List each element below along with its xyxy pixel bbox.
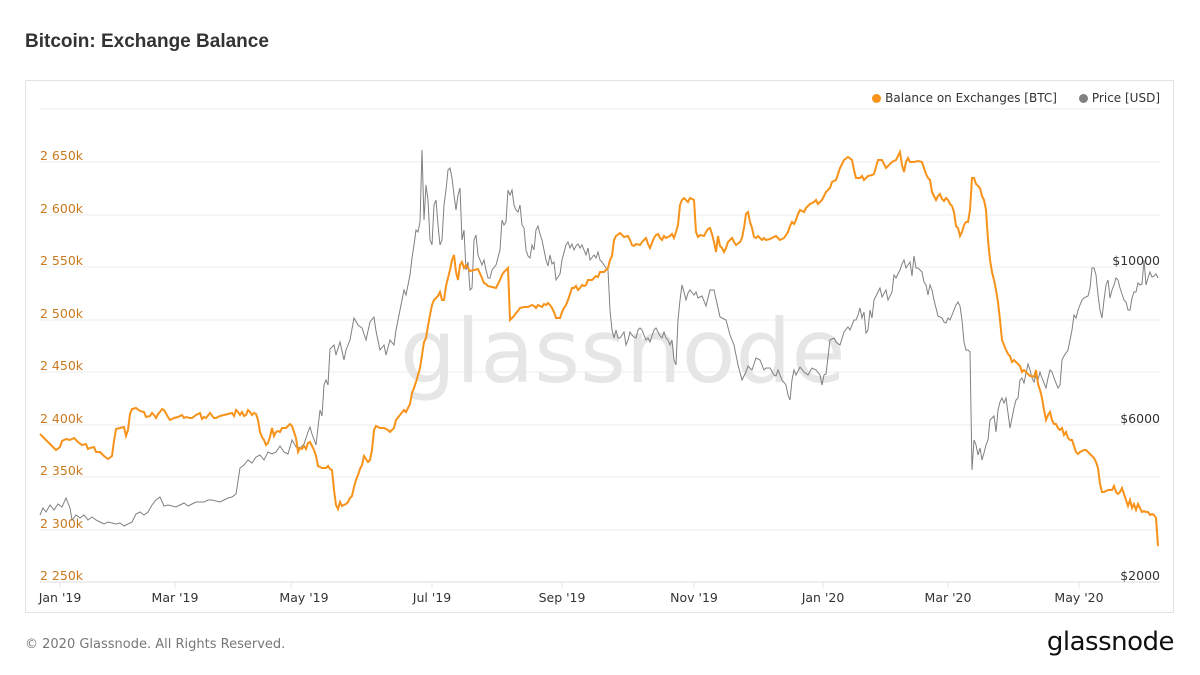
svg-text:2 650k: 2 650k [40,148,84,163]
svg-text:May '20: May '20 [1054,590,1103,605]
svg-text:2 250k: 2 250k [40,568,84,583]
svg-text:2 450k: 2 450k [40,358,84,373]
legend-dot-icon [1078,93,1088,103]
legend-label-balance: Balance on Exchanges [BTC] [885,91,1057,105]
legend-item-price[interactable]: Price [USD] [1078,91,1160,105]
legend-dot-icon [872,93,882,103]
copyright-footer: © 2020 Glassnode. All Rights Reserved. [25,637,286,652]
legend-label-price: Price [USD] [1091,91,1160,105]
svg-text:$6000: $6000 [1120,411,1160,426]
svg-text:$2000: $2000 [1120,568,1160,583]
svg-text:$10000: $10000 [1112,253,1160,268]
right-axis: $10000 $6000 $2000 [1112,253,1160,583]
x-axis: Jan '19 Mar '19 May '19 Jul '19 Sep '19 … [38,590,1104,605]
svg-text:2 600k: 2 600k [40,201,84,216]
svg-text:Mar '20: Mar '20 [925,590,972,605]
gridlines [40,161,1160,531]
svg-text:2 500k: 2 500k [40,306,84,321]
svg-text:Nov '19: Nov '19 [670,590,718,605]
svg-text:Mar '19: Mar '19 [152,590,199,605]
svg-text:2 300k: 2 300k [40,516,84,531]
chart-panel [25,80,1174,613]
legend: Balance on Exchanges [BTC] Price [USD] [872,91,1160,105]
svg-text:May '19: May '19 [279,590,328,605]
svg-text:Jan '20: Jan '20 [801,590,845,605]
glassnode-logo[interactable]: glassnode [1046,627,1175,657]
chart-title: Bitcoin: Exchange Balance [25,31,269,52]
svg-text:Jul '19: Jul '19 [412,590,451,605]
left-axis: 2 650k 2 600k 2 550k 2 500k 2 450k 2 400… [40,148,84,583]
legend-item-balance[interactable]: Balance on Exchanges [BTC] [872,91,1057,105]
watermark: glassnode [400,300,846,403]
svg-text:Jan '19: Jan '19 [38,590,82,605]
svg-text:Sep '19: Sep '19 [539,590,586,605]
balance-series-line [39,148,1159,547]
x-ticks [59,582,1080,588]
price-series-line [39,149,1159,527]
svg-text:2 400k: 2 400k [40,411,84,426]
svg-text:2 550k: 2 550k [40,253,84,268]
svg-text:2 350k: 2 350k [40,463,84,478]
